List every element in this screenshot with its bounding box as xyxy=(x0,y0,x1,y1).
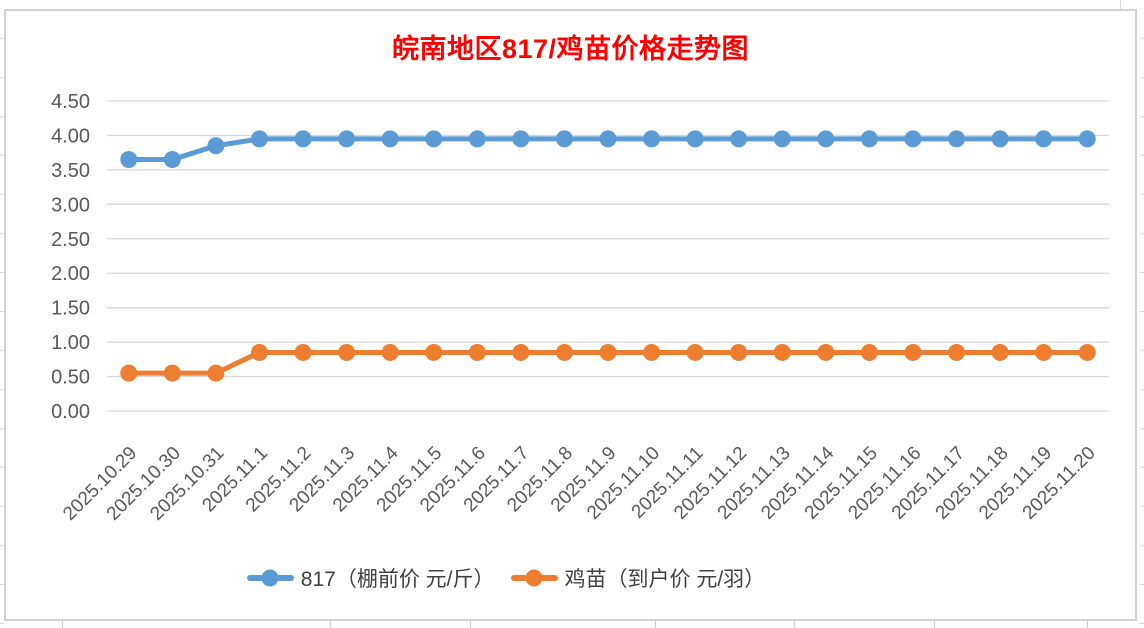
data-point-marker[interactable] xyxy=(1035,130,1053,148)
sheet-column-gridline xyxy=(794,621,795,628)
data-point-marker[interactable] xyxy=(686,130,704,148)
data-point-marker[interactable] xyxy=(512,130,530,148)
data-point-marker[interactable] xyxy=(250,343,268,361)
data-point-marker[interactable] xyxy=(468,130,486,148)
data-point-marker[interactable] xyxy=(643,343,661,361)
data-point-marker[interactable] xyxy=(120,151,138,169)
sheet-column-gridline xyxy=(470,621,471,628)
data-point-marker[interactable] xyxy=(686,343,704,361)
data-point-marker[interactable] xyxy=(599,130,617,148)
data-point-marker[interactable] xyxy=(860,343,878,361)
legend-label-jimiao: 鸡苗（到户价 元/羽） xyxy=(564,568,766,591)
y-axis-tick-label: 4.00 xyxy=(51,125,90,147)
data-point-marker[interactable] xyxy=(991,343,1009,361)
sheet-column-gridline xyxy=(62,621,63,628)
data-point-marker[interactable] xyxy=(991,130,1009,148)
data-point-marker[interactable] xyxy=(730,343,748,361)
legend-line-marker-817 xyxy=(246,569,294,587)
data-point-marker[interactable] xyxy=(817,343,835,361)
sheet-column-gridline xyxy=(934,621,935,628)
plot-area: 0.00 0.50 1.00 1.50 2.00 2.50 3.00 3.50 4.00 4.50… xyxy=(6,11,1135,619)
data-point-marker[interactable] xyxy=(163,364,181,382)
sheet-column-gridline xyxy=(655,621,656,628)
data-point-marker[interactable] xyxy=(294,343,312,361)
data-point-marker[interactable] xyxy=(904,130,922,148)
legend-item-jimiao[interactable]: 鸡苗（到户价 元/羽） xyxy=(510,563,766,593)
data-point-marker[interactable] xyxy=(860,130,878,148)
data-point-marker[interactable] xyxy=(1035,343,1053,361)
data-point-marker[interactable] xyxy=(120,364,138,382)
data-point-marker[interactable] xyxy=(207,364,225,382)
y-axis-tick-label: 2.00 xyxy=(51,263,90,285)
data-point-marker[interactable] xyxy=(599,343,617,361)
data-point-marker[interactable] xyxy=(817,130,835,148)
legend-line-marker-jimiao xyxy=(510,569,558,587)
y-axis-tick-label: 1.00 xyxy=(51,332,90,354)
legend: 817（棚前价 元/斤） 鸡苗（到户价 元/羽） xyxy=(6,563,1006,593)
y-axis-tick-label: 3.50 xyxy=(51,160,90,182)
data-point-marker[interactable] xyxy=(1078,130,1096,148)
data-point-marker[interactable] xyxy=(338,343,356,361)
data-point-marker[interactable] xyxy=(1078,343,1096,361)
y-axis-tick-label: 0.50 xyxy=(51,367,90,389)
data-point-marker[interactable] xyxy=(555,130,573,148)
sheet-gridlines-right xyxy=(1140,0,1144,628)
y-axis-tick-label: 2.50 xyxy=(51,229,90,251)
sheet-column-gridline xyxy=(1087,621,1088,628)
data-point-marker[interactable] xyxy=(555,343,573,361)
legend-dot-jimiao xyxy=(525,569,543,587)
data-point-marker[interactable] xyxy=(425,130,443,148)
data-point-marker[interactable] xyxy=(250,130,268,148)
data-point-marker[interactable] xyxy=(643,130,661,148)
sheet-gridlines-left xyxy=(0,0,4,628)
data-point-marker[interactable] xyxy=(730,130,748,148)
data-point-marker[interactable] xyxy=(948,130,966,148)
sheet-column-gridline xyxy=(330,621,331,628)
legend-dot-817 xyxy=(261,569,279,587)
chart-object[interactable]: 0.00 0.50 1.00 1.50 2.00 2.50 3.00 3.50 4.00 4.50… xyxy=(4,9,1137,621)
data-point-marker[interactable] xyxy=(773,130,791,148)
data-point-marker[interactable] xyxy=(468,343,486,361)
y-axis-tick-label: 0.00 xyxy=(51,401,90,423)
y-axis-tick-label: 4.50 xyxy=(51,91,90,113)
data-point-marker[interactable] xyxy=(425,343,443,361)
data-point-marker[interactable] xyxy=(948,343,966,361)
data-point-marker[interactable] xyxy=(381,130,399,148)
data-point-marker[interactable] xyxy=(207,137,225,155)
y-axis-tick-label: 3.00 xyxy=(51,194,90,216)
data-point-marker[interactable] xyxy=(512,343,530,361)
y-axis-tick-label: 1.50 xyxy=(51,298,90,320)
legend-label-817: 817（棚前价 元/斤） xyxy=(300,568,495,591)
data-point-marker[interactable] xyxy=(163,151,181,169)
data-point-marker[interactable] xyxy=(904,343,922,361)
data-point-marker[interactable] xyxy=(773,343,791,361)
data-point-marker[interactable] xyxy=(294,130,312,148)
data-point-marker[interactable] xyxy=(381,343,399,361)
chart-title: 皖南地区817/鸡苗价格走势图 xyxy=(391,34,750,64)
legend-item-817[interactable]: 817（棚前价 元/斤） xyxy=(246,563,495,593)
data-point-marker[interactable] xyxy=(338,130,356,148)
sheet-column-gridline xyxy=(1120,0,1121,9)
